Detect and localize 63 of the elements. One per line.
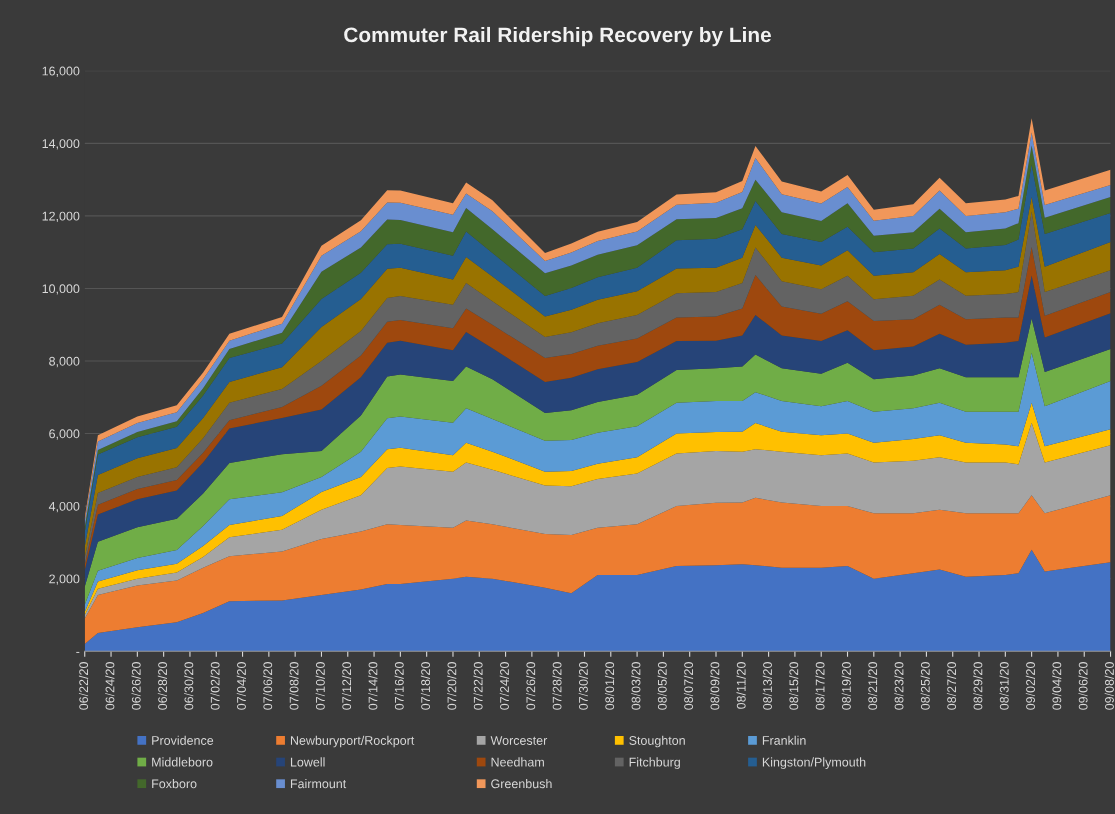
y-tick-label: 14,000 — [42, 139, 80, 150]
x-tick-label: 08/15/20 — [789, 662, 799, 710]
x-tick-label: 08/31/20 — [999, 662, 1009, 710]
x-tick-label: 09/08/20 — [1104, 662, 1114, 710]
y-tick-label: 6,000 — [49, 429, 80, 440]
chart-title: Commuter Rail Ridership Recovery by Line — [344, 26, 771, 47]
x-tick-label: 06/22/20 — [78, 662, 89, 710]
x-tick-label: 08/13/20 — [762, 662, 772, 710]
x-tick-label: 07/06/20 — [263, 662, 273, 710]
x-tick-label: 08/17/20 — [815, 662, 825, 710]
y-tick-label: 10,000 — [42, 284, 80, 295]
x-tick-label: 08/25/20 — [920, 662, 930, 710]
y-tick-label: 12,000 — [42, 211, 80, 223]
x-tick-label: 07/04/20 — [236, 662, 246, 710]
x-tick-label: 08/05/20 — [657, 662, 667, 710]
y-tick-label: - — [76, 651, 80, 653]
x-tick-label: 08/27/20 — [946, 662, 957, 710]
legend-label: Kingston/Plymouth — [762, 757, 866, 770]
legend-label: Fairmount — [290, 779, 347, 789]
legend-label: Franklin — [762, 735, 806, 745]
legend-label: Providence — [152, 735, 214, 745]
y-tick-label: 4,000 — [48, 501, 80, 513]
legend-label: Needham — [491, 757, 544, 767]
legend-label: Fitchburg — [629, 757, 680, 770]
legend-label: Worcester — [490, 736, 548, 745]
legend-label: Foxboro — [152, 779, 197, 789]
x-tick-label: 09/06/20 — [1078, 662, 1088, 710]
legend-label: Middleboro — [152, 757, 213, 767]
x-tick-label: 09/04/20 — [1052, 662, 1062, 710]
y-tick-label: 8,000 — [49, 356, 80, 368]
legend-label: Stoughton — [629, 735, 685, 748]
x-tick-label: 07/14/20 — [368, 662, 378, 710]
x-tick-label: 06/30/20 — [184, 662, 194, 710]
legend-label: Newburyport/Rockport — [290, 735, 415, 748]
x-tick-label: 07/26/20 — [526, 662, 536, 710]
x-tick-label: 07/02/20 — [210, 662, 220, 710]
x-tick-label: 07/12/20 — [341, 662, 352, 710]
x-tick-label: 07/28/20 — [552, 662, 562, 710]
x-tick-label: 08/01/20 — [604, 662, 615, 710]
x-tick-label: 08/29/20 — [973, 662, 983, 710]
x-tick-label: 07/24/20 — [499, 662, 509, 710]
x-tick-label: 07/20/20 — [447, 662, 457, 710]
x-tick-label: 07/30/20 — [578, 662, 588, 710]
y-tick-label: 16,000 — [42, 66, 80, 77]
x-tick-label: 08/07/20 — [683, 662, 694, 710]
x-tick-label: 07/18/20 — [420, 662, 431, 710]
x-tick-label: 06/24/20 — [105, 662, 115, 710]
x-tick-label: 07/22/20 — [473, 662, 483, 710]
x-tick-label: 06/28/20 — [157, 662, 167, 710]
x-tick-label: 08/11/20 — [736, 662, 746, 709]
y-tick-label: 2,000 — [49, 574, 80, 585]
legend-label: Lowell — [290, 757, 325, 767]
x-tick-label: 08/03/20 — [631, 662, 641, 710]
x-tick-label: 07/08/20 — [289, 662, 299, 710]
x-tick-label: 08/23/20 — [894, 662, 904, 710]
x-tick-label: 08/21/20 — [867, 662, 878, 710]
x-tick-label: 09/02/20 — [1025, 662, 1035, 710]
x-tick-label: 06/26/20 — [131, 662, 141, 710]
x-tick-label: 07/10/20 — [315, 662, 325, 710]
x-tick-label: 08/09/20 — [710, 662, 720, 710]
x-tick-label: 07/16/20 — [394, 662, 404, 710]
x-tick-label: 08/19/20 — [841, 662, 851, 710]
legend-label: Greenbush — [491, 779, 552, 789]
